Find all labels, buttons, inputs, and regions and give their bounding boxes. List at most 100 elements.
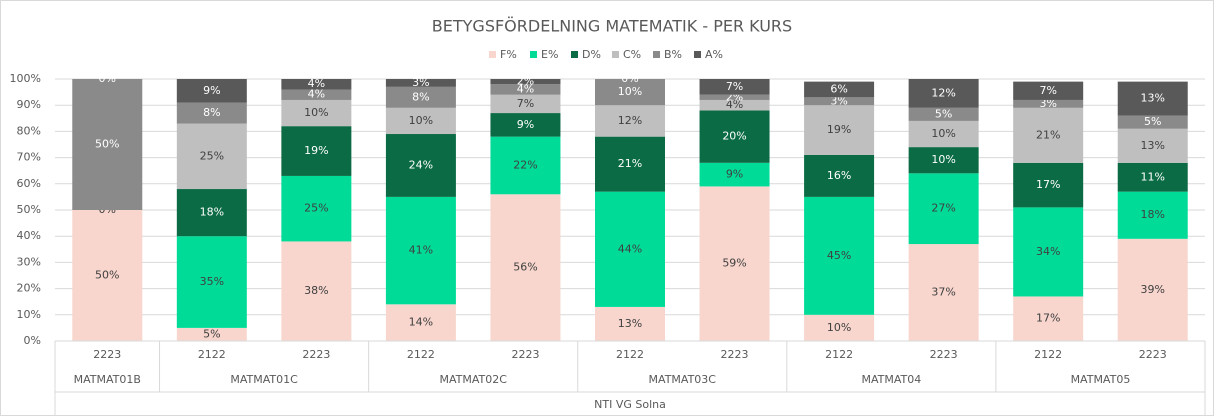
legend-label: D% — [582, 48, 601, 61]
data-label: 8% — [203, 106, 220, 119]
data-label: 5% — [203, 327, 220, 340]
bar-segment — [490, 94, 561, 114]
y-tick-label: 40% — [17, 229, 41, 242]
y-tick-label: 70% — [17, 151, 41, 164]
legend-label: C% — [623, 48, 641, 61]
data-label: 21% — [618, 157, 642, 170]
data-label: 10% — [618, 85, 642, 98]
bar-segment — [281, 79, 352, 90]
legend-swatch — [571, 51, 578, 58]
data-label: 4% — [517, 82, 534, 95]
legend-label: B% — [664, 48, 682, 61]
data-label: 13% — [1141, 92, 1165, 105]
data-label: 45% — [827, 249, 851, 262]
group-label: MATMAT02C — [439, 373, 507, 386]
legend-swatch — [489, 51, 496, 58]
bar-segment — [699, 162, 770, 187]
bar-segment — [595, 105, 665, 137]
x-tick-label: 2223 — [930, 348, 958, 361]
bar-segment — [804, 196, 875, 315]
group-label: MATMAT01B — [74, 373, 141, 386]
data-label: 5% — [1144, 115, 1161, 128]
legend-swatch — [612, 51, 619, 58]
x-tick-label: 2122 — [1034, 348, 1062, 361]
bar-segment — [176, 102, 247, 124]
data-label: 19% — [827, 123, 851, 136]
bar-segment — [72, 210, 143, 341]
bar-segment — [804, 81, 875, 98]
data-label: 9% — [203, 84, 220, 97]
bar-segment — [490, 194, 561, 341]
bar-segment — [595, 306, 665, 341]
super-group-label: NTI VG Solna — [594, 398, 666, 411]
group-label: MATMAT03C — [649, 373, 717, 386]
data-label: 17% — [1036, 178, 1060, 191]
data-label: 12% — [931, 86, 955, 99]
bar-segment — [281, 175, 352, 242]
bar-segment — [72, 79, 143, 210]
data-label: 18% — [200, 206, 224, 219]
data-label: 10% — [827, 321, 851, 334]
bar-segment — [908, 244, 979, 341]
data-label: 19% — [304, 144, 328, 157]
y-tick-label: 80% — [17, 124, 41, 137]
data-label: 56% — [513, 261, 537, 274]
data-label: 37% — [931, 286, 955, 299]
bar-segment — [176, 123, 247, 190]
bar-segment — [699, 79, 770, 95]
legend-label: A% — [705, 48, 723, 61]
legend-swatch — [653, 51, 660, 58]
data-label: 7% — [1039, 84, 1056, 97]
data-label: 20% — [722, 130, 746, 143]
data-label: 35% — [200, 275, 224, 288]
x-tick-label: 2223 — [1139, 348, 1167, 361]
data-label: 38% — [304, 284, 328, 297]
bar-segment — [490, 113, 561, 137]
data-label: 44% — [618, 242, 642, 255]
y-tick-label: 60% — [17, 177, 41, 190]
data-label: 16% — [827, 169, 851, 182]
data-label: 50% — [95, 269, 119, 282]
legend-label: F% — [500, 48, 517, 61]
data-label: 10% — [409, 114, 433, 127]
data-label: 9% — [726, 168, 743, 181]
bar-segment — [1013, 107, 1084, 163]
group-label: MATMAT05 — [1071, 373, 1131, 386]
bar-segment — [804, 105, 875, 155]
bar-segment — [595, 79, 665, 106]
data-label: 10% — [931, 127, 955, 140]
data-label: 34% — [1036, 245, 1060, 258]
y-tick-label: 30% — [17, 255, 41, 268]
data-label: 9% — [517, 118, 534, 131]
bar-segment — [1117, 191, 1188, 239]
x-tick-label: 2122 — [616, 348, 644, 361]
data-label: 6% — [830, 82, 847, 95]
group-label: MATMAT01C — [230, 373, 298, 386]
bar-segment — [1117, 128, 1188, 163]
bar-segment — [1013, 296, 1084, 341]
bar-segment — [490, 136, 561, 195]
bar-segment — [1117, 162, 1188, 192]
legend-label: E% — [541, 48, 558, 61]
x-tick-label: 2122 — [825, 348, 853, 361]
data-label: 13% — [1141, 139, 1165, 152]
bar-segment — [804, 154, 875, 197]
data-label: 8% — [412, 90, 429, 103]
data-label: 0% — [621, 72, 638, 85]
bar-segment — [281, 89, 352, 100]
data-label: 7% — [517, 97, 534, 110]
data-label: 4% — [308, 88, 325, 101]
bar-segment — [908, 107, 979, 121]
bar-segment — [1117, 81, 1188, 116]
data-label: 39% — [1141, 283, 1165, 296]
bar-segment — [1013, 207, 1084, 297]
data-label: 3% — [1039, 97, 1056, 110]
y-tick-label: 0% — [24, 334, 41, 347]
bar-segment — [804, 314, 875, 341]
data-label: 41% — [409, 244, 433, 257]
data-label: 10% — [931, 153, 955, 166]
group-label: MATMAT04 — [861, 373, 921, 386]
data-label: 12% — [618, 114, 642, 127]
y-tick-label: 50% — [17, 203, 41, 216]
bar-segment — [490, 79, 561, 85]
